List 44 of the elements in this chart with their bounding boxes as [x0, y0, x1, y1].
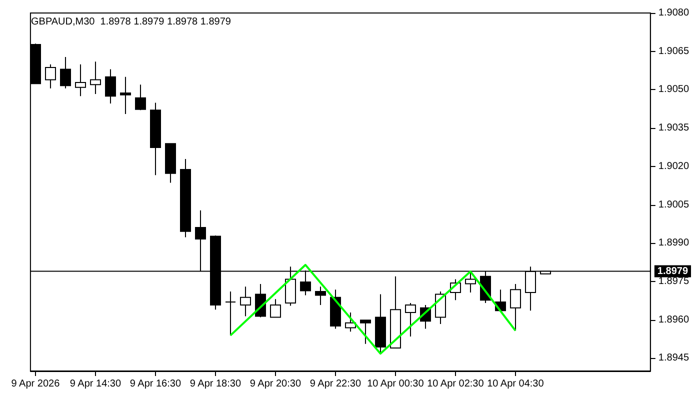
y-tick-label: 1.9020: [658, 160, 690, 172]
candlestick: [180, 158, 191, 238]
candlestick: [45, 64, 56, 89]
chart-title: GBPAUD,M30 1.8978 1.8979 1.8978 1.8979: [31, 16, 232, 28]
candlestick: [150, 102, 161, 176]
candlestick: [135, 84, 146, 111]
y-tick-label: 1.8990: [658, 238, 690, 249]
y-tick-label: 1.8960: [658, 314, 690, 326]
candlestick: [270, 298, 281, 318]
y-tick-label: 1.8975: [658, 276, 690, 287]
y-tick-label: 1.9050: [658, 84, 690, 96]
candlestick: [360, 319, 371, 344]
line-series: [229, 264, 516, 355]
candlestick: [60, 56, 71, 89]
x-tick-label: 10 Apr 00:30: [367, 378, 424, 390]
candlestick: [345, 312, 356, 332]
x-tick-label: 10 Apr 04:30: [487, 378, 544, 390]
y-tick-label: 1.8945: [658, 352, 690, 364]
candlestick: [120, 76, 131, 115]
candlestick: [375, 294, 386, 354]
y-tick-label: 1.9065: [658, 46, 690, 57]
x-tick-label: 9 Apr 22:30: [310, 378, 362, 390]
candlestick: [315, 286, 326, 306]
x-tick-label: 9 Apr 16:30: [130, 378, 182, 390]
x-tick-label: 9 Apr 2026: [11, 378, 60, 390]
candlestick: [105, 68, 116, 104]
x-tick-label: 10 Apr 02:30: [427, 378, 484, 390]
y-tick-label: 1.9080: [658, 8, 690, 18]
x-tick-label: 9 Apr 18:30: [190, 378, 242, 390]
y-tick-label: 1.9035: [658, 122, 690, 134]
x-tick-label: 9 Apr 14:30: [70, 378, 122, 390]
candlestick: [240, 286, 251, 317]
candlestick: [465, 271, 476, 293]
candlestick: [405, 302, 416, 337]
y-tick-label: 1.9005: [658, 199, 690, 210]
candlestick: [225, 290, 236, 336]
candlestick: [90, 61, 101, 95]
candlestick: [75, 64, 86, 97]
candlestick: [165, 142, 176, 184]
ref-line-label: 1.8979: [657, 266, 688, 277]
candlestick: [390, 276, 401, 348]
x-tick-label: 9 Apr 20:30: [250, 378, 302, 390]
candlestick: [510, 284, 521, 332]
candlestick: [330, 289, 341, 330]
